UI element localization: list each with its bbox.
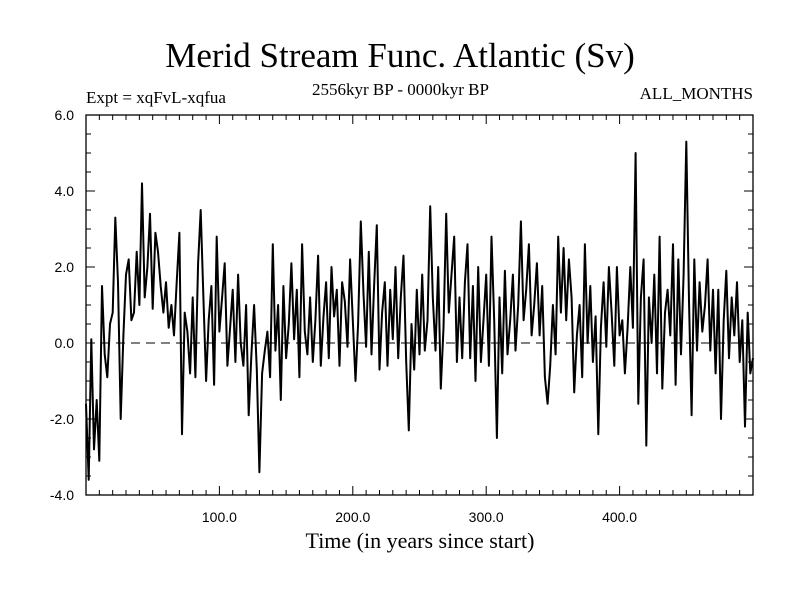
x-tick-label: 300.0 — [469, 509, 504, 525]
y-tick-label: 4.0 — [55, 183, 75, 199]
chart-title: Merid Stream Func. Atlantic (Sv) — [165, 36, 635, 75]
y-tick-label: -2.0 — [50, 411, 74, 427]
y-tick-label: 0.0 — [55, 335, 75, 351]
y-tick-label: 2.0 — [55, 259, 75, 275]
x-tick-label: 100.0 — [202, 509, 237, 525]
experiment-label: Expt = xqFvL-xqfua — [86, 88, 226, 107]
y-tick-label: 6.0 — [55, 107, 75, 123]
months-label: ALL_MONTHS — [639, 84, 753, 103]
y-tick-label: -4.0 — [50, 487, 74, 503]
plot-frame — [85, 114, 754, 496]
x-tick-label: 400.0 — [602, 509, 637, 525]
tick-labels: 100.0 200.0 300.0 400.0 -4.0 -2.0 0.0 2.0 4.0 6.0 — [50, 107, 637, 525]
time-period-label: 2556kyr BP - 0000kyr BP — [312, 80, 489, 99]
x-tick-label: 200.0 — [335, 509, 370, 525]
data-series-line — [85, 140, 754, 481]
x-axis-label: Time (in years since start) — [305, 528, 535, 553]
